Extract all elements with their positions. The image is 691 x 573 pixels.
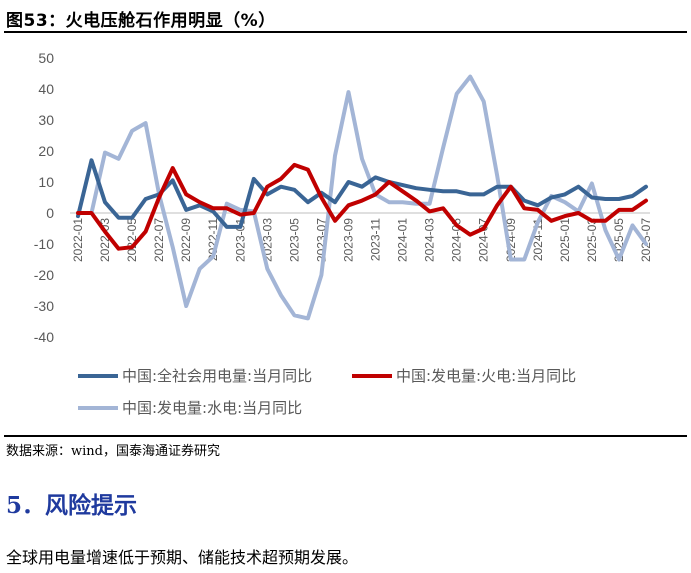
x-tick-label: 2024-07 xyxy=(477,218,491,262)
x-tick-label: 2022-01 xyxy=(71,218,85,262)
x-tick-label: 2022-07 xyxy=(152,218,166,262)
y-tick-label: 40 xyxy=(38,81,54,97)
y-tick-label: 50 xyxy=(38,50,54,66)
y-tick-label: -30 xyxy=(34,298,54,314)
x-tick-label: 2022-09 xyxy=(179,218,193,262)
figure-title: 图53：火电压舱石作用明显（%） xyxy=(6,11,276,31)
x-axis: 2022-01 2022-03 2022-05 2022-07 2022-09 2022-… xyxy=(71,218,653,262)
source-rule xyxy=(4,435,687,437)
series-line-2 xyxy=(76,162,648,251)
x-tick-label: 2024-01 xyxy=(396,218,410,262)
y-tick-label: -10 xyxy=(34,236,54,252)
series-line-3 xyxy=(76,74,648,321)
y-tick-label: 0 xyxy=(46,205,54,221)
section-heading: 5．风险提示 xyxy=(6,492,138,519)
y-axis: 50 40 30 20 10 0 -10 -20 -30 -40 xyxy=(34,50,54,345)
x-tick-label: 2022-05 xyxy=(125,218,139,262)
title-rule xyxy=(4,31,687,33)
x-tick-label: 2023-05 xyxy=(287,218,301,262)
y-tick-label: 10 xyxy=(38,174,54,190)
x-tick-label: 2024-03 xyxy=(423,218,437,262)
x-tick-label: 2025-07 xyxy=(639,218,653,262)
x-tick-label: 2025-03 xyxy=(585,218,599,262)
legend-label: 中国:发电量:火电:当月同比 xyxy=(396,367,576,385)
series-line-1 xyxy=(76,158,648,229)
x-tick-label: 2023-11 xyxy=(369,218,383,261)
series-lines xyxy=(76,74,648,321)
risk-text: 全球用电量增速低于预期、储能技术超预期发展。 xyxy=(6,548,359,567)
y-tick-label: 20 xyxy=(38,143,54,159)
x-tick-label: 2023-09 xyxy=(341,218,355,262)
legend-label: 中国:发电量:水电:当月同比 xyxy=(122,399,302,417)
y-tick-label: -40 xyxy=(34,329,54,345)
y-tick-label: 30 xyxy=(38,112,54,128)
x-tick-label: 2025-01 xyxy=(558,218,572,262)
source-note: 数据来源：wind，国泰海通证券研究 xyxy=(6,444,220,459)
y-tick-label: -20 xyxy=(34,267,54,283)
legend: 中国:全社会用电量:当月同比 中国:发电量:火电:当月同比中国:发电量:水电:当月… xyxy=(78,367,576,417)
legend-label: 中国:全社会用电量:当月同比 xyxy=(122,367,312,385)
